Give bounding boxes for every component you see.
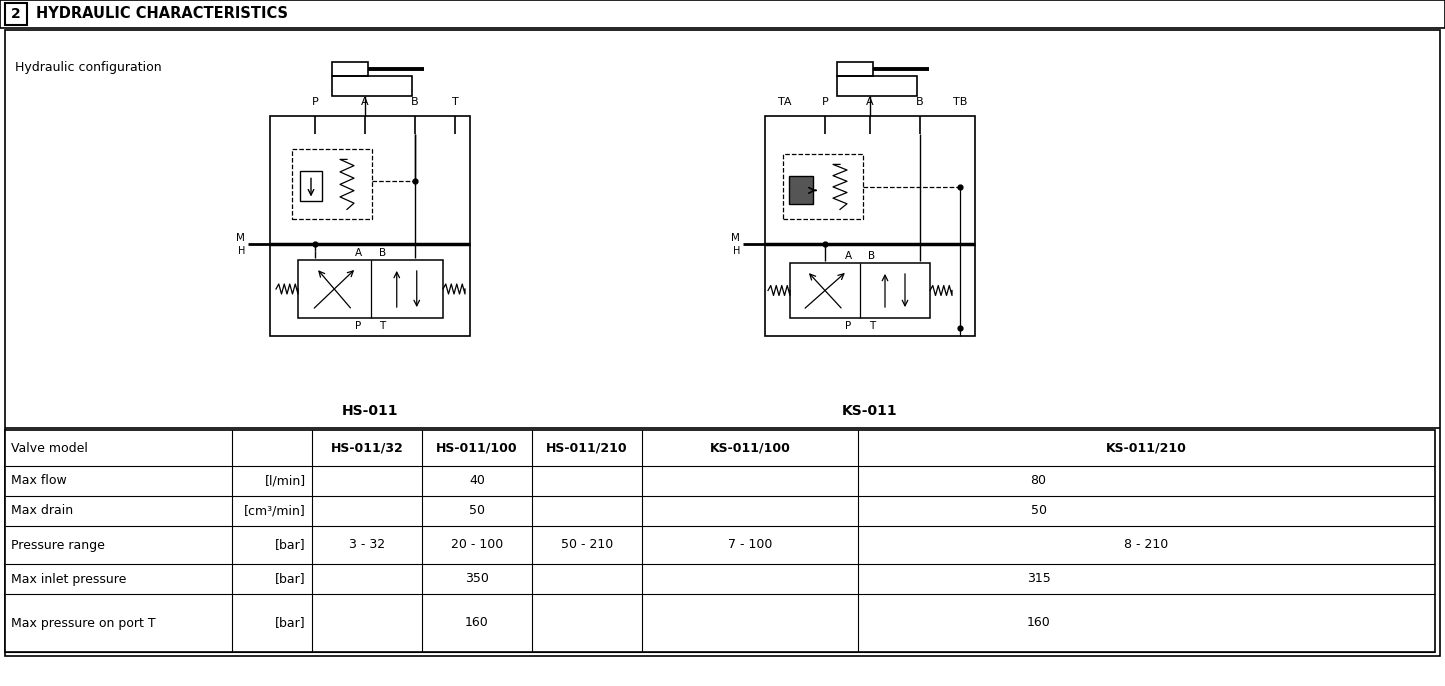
Text: B: B	[916, 97, 923, 107]
Text: Max pressure on port T: Max pressure on port T	[12, 617, 156, 630]
Text: P: P	[312, 97, 318, 107]
Text: [bar]: [bar]	[276, 617, 306, 630]
Text: 50: 50	[470, 504, 486, 517]
Text: Pressure range: Pressure range	[12, 539, 105, 552]
Text: [l/min]: [l/min]	[264, 475, 306, 488]
Text: 160: 160	[465, 617, 488, 630]
Bar	[783, 154, 863, 220]
Text: Max flow: Max flow	[12, 475, 66, 488]
Text: 315: 315	[1026, 573, 1051, 585]
Text: HS-011/210: HS-011/210	[546, 442, 627, 455]
Text: 80: 80	[1030, 475, 1046, 488]
Bar	[298, 260, 444, 318]
Text: T: T	[868, 321, 876, 331]
Text: M: M	[731, 233, 740, 243]
Text: Valve model: Valve model	[12, 442, 88, 455]
Text: T: T	[452, 97, 458, 107]
Text: Hydraulic configuration: Hydraulic configuration	[14, 62, 162, 75]
Text: B: B	[868, 251, 876, 261]
Bar	[332, 62, 368, 76]
Bar	[0, 0, 1445, 28]
Text: KS-011/210: KS-011/210	[1105, 442, 1186, 455]
Text: [bar]: [bar]	[276, 539, 306, 552]
Bar	[292, 150, 371, 220]
Text: H: H	[237, 246, 246, 256]
Text: P: P	[355, 321, 361, 331]
Text: [bar]: [bar]	[276, 573, 306, 585]
Bar	[790, 263, 931, 318]
Text: 8 - 210: 8 - 210	[1124, 539, 1169, 552]
Text: T: T	[380, 321, 386, 331]
Text: TB: TB	[952, 97, 967, 107]
Text: P: P	[822, 97, 828, 107]
Bar	[270, 116, 470, 336]
Text: TA: TA	[779, 97, 792, 107]
Text: A: A	[361, 97, 368, 107]
Bar	[4, 430, 1435, 652]
Bar	[301, 172, 322, 202]
Bar	[789, 176, 814, 204]
Text: 2: 2	[12, 7, 20, 21]
Text: 7 - 100: 7 - 100	[728, 539, 772, 552]
Bar	[837, 62, 873, 76]
Bar	[837, 76, 918, 96]
Text: B: B	[379, 248, 386, 258]
Text: H: H	[733, 246, 740, 256]
Text: P: P	[845, 321, 851, 331]
Text: HS-011: HS-011	[342, 404, 399, 418]
Text: Max inlet pressure: Max inlet pressure	[12, 573, 126, 585]
Bar	[332, 76, 412, 96]
Text: A: A	[866, 97, 874, 107]
Text: 50 - 210: 50 - 210	[561, 539, 613, 552]
Text: Max drain: Max drain	[12, 504, 74, 517]
Text: 20 - 100: 20 - 100	[451, 539, 503, 552]
Text: 50: 50	[1030, 504, 1046, 517]
Text: HS-011/32: HS-011/32	[331, 442, 403, 455]
Bar	[4, 3, 27, 25]
Text: 3 - 32: 3 - 32	[348, 539, 384, 552]
Text: 350: 350	[465, 573, 488, 585]
Text: A: A	[355, 248, 363, 258]
Text: M: M	[236, 233, 246, 243]
Text: HS-011/100: HS-011/100	[436, 442, 517, 455]
Bar	[764, 116, 975, 336]
Text: 160: 160	[1026, 617, 1051, 630]
Text: B: B	[412, 97, 419, 107]
Text: KS-011: KS-011	[842, 404, 897, 418]
Text: [cm³/min]: [cm³/min]	[244, 504, 306, 517]
Text: KS-011/100: KS-011/100	[709, 442, 790, 455]
Text: HYDRAULIC CHARACTERISTICS: HYDRAULIC CHARACTERISTICS	[36, 6, 288, 21]
Text: 40: 40	[470, 475, 486, 488]
Text: A: A	[844, 251, 851, 261]
